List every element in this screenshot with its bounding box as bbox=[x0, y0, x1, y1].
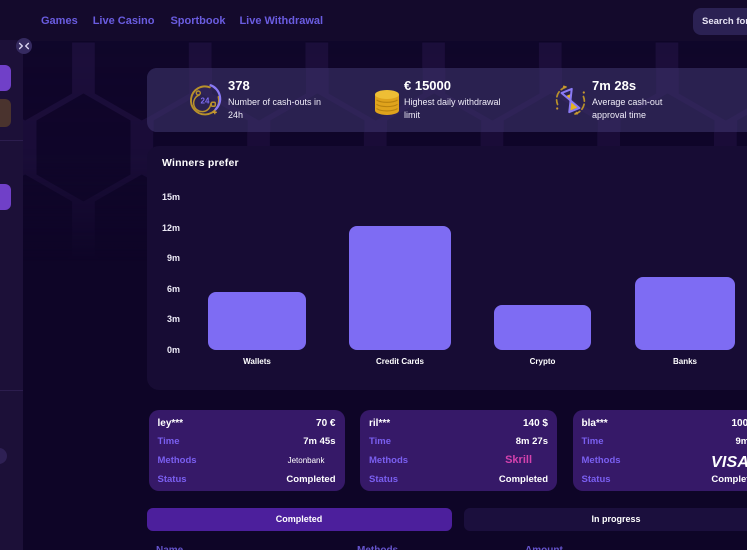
svg-text:24: 24 bbox=[201, 97, 210, 106]
